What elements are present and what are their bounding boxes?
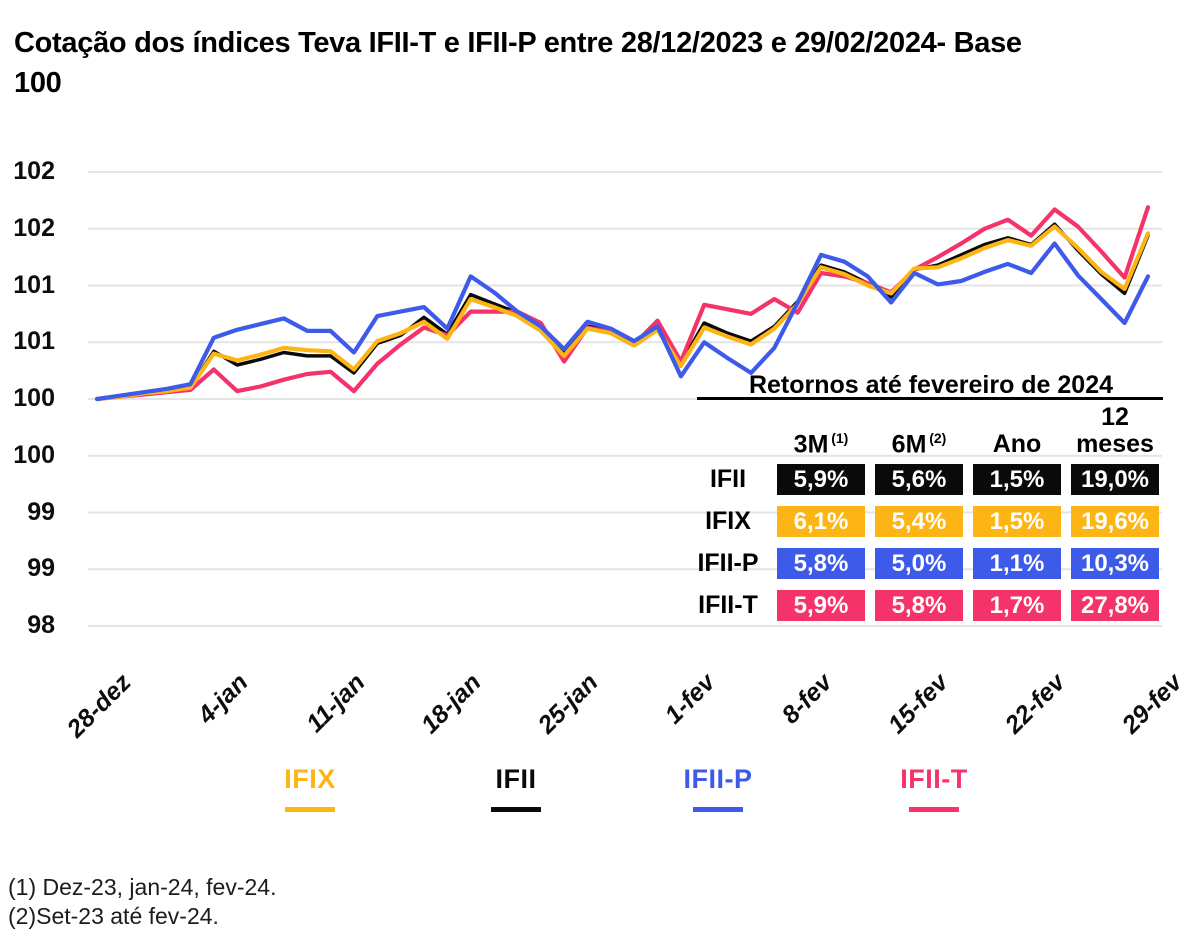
table-row: IFII-T 5,9% 5,8% 1,7% 27,8% [0,590,1200,621]
x-axis-label: 11-jan [300,668,371,738]
table-row: IFII 5,9% 5,6% 1,5% 19,0% [0,464,1200,495]
legend-line-swatch [909,807,959,812]
table-cell: 5,4% [875,506,963,537]
legend-item-ifii-t: IFII-T [854,764,1014,812]
y-axis-label: 101 [13,270,55,299]
legend: IFIX IFII IFII-P IFII-T [0,764,1200,836]
returns-table-headers: 3M (1) 6M (2) Ano 12 meses [0,400,1200,458]
legend-item-ifix: IFIX [230,764,390,812]
column-header: 3M (1) [793,429,849,458]
x-axis-label: 18-jan [415,668,487,740]
table-cell: 5,0% [875,548,963,579]
y-axis-label: 102 [13,157,55,185]
legend-label: IFII [495,764,537,794]
table-cell: 19,0% [1071,464,1159,495]
y-axis-label: 100 [13,440,55,469]
x-axis-label: 29-fev [1116,668,1188,740]
legend-label: IFII-P [683,764,753,794]
table-cell: 1,5% [973,464,1061,495]
x-axis-label: 25-jan [532,668,604,740]
table-cell: 10,3% [1071,548,1159,579]
table-title-underline [697,397,1163,400]
x-axis-label: 15-fev [883,668,954,740]
legend-line-swatch [491,807,541,812]
chart-title: Cotação dos índices Teva IFII-T e IFII-P… [14,27,1022,100]
footnote-1: (1) Dez-23, jan-24, fev-24. [8,874,277,900]
y-axis-label: 100 [13,384,55,412]
column-header: 6M (2) [891,429,947,458]
table-cell: 6,1% [777,506,865,537]
legend-label: IFII-T [900,764,968,794]
legend-item-ifii: IFII [436,764,596,812]
footnote-2: (2)Set-23 até fev-24. [8,903,219,929]
series-line-ifix [94,224,1151,402]
table-cell: 1,5% [973,506,1061,537]
table-row: IFIX 6,1% 5,4% 1,5% 19,6% [0,506,1200,537]
x-axis-label: 22-fev [999,668,1071,740]
table-cell: 1,7% [973,590,1061,621]
legend-label: IFIX [284,764,336,794]
legend-line-swatch [693,807,743,812]
series-line-ifii-p [94,241,1151,402]
table-cell: 5,6% [875,464,963,495]
y-axis-label: 98 [27,611,55,639]
row-label: IFII-P [697,549,759,577]
column-header: 12 meses [1076,403,1154,458]
x-axis-label: 4-jan [192,668,254,730]
column-header: Ano [992,430,1042,458]
table-cell: 19,6% [1071,506,1159,537]
y-axis-label: 101 [13,327,55,356]
legend-line-swatch [285,807,335,812]
table-cell: 1,1% [973,548,1061,579]
y-axis-label: 99 [27,497,55,526]
returns-table-title: Retornos até fevereiro de 2024 [748,371,1114,399]
table-row: IFII-P 5,8% 5,0% 1,1% 10,3% [0,548,1200,579]
row-label: IFII-T [698,591,758,619]
table-cell: 5,8% [777,548,865,579]
y-axis-label: 102 [13,213,55,242]
row-label: IFII [709,465,747,493]
legend-item-ifii-p: IFII-P [638,764,798,812]
table-cell: 27,8% [1071,590,1159,621]
table-cell: 5,8% [875,590,963,621]
table-cell: 5,9% [777,464,865,495]
x-axis-label: 8-fev [776,668,838,730]
row-label: IFIX [705,507,751,535]
x-axis-label: 1-fev [659,668,721,730]
y-axis-label: 99 [27,554,55,583]
table-cell: 5,9% [777,590,865,621]
x-axis-label: 28-dez [61,668,137,744]
